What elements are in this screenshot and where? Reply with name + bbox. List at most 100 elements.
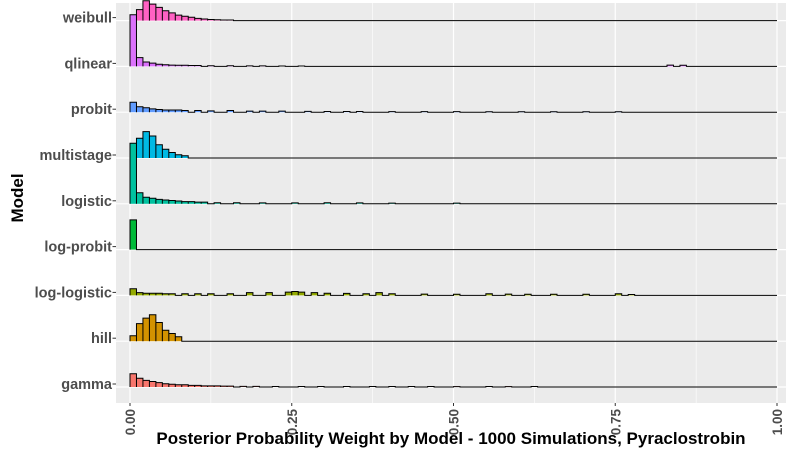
histogram-bar [168,200,176,204]
histogram-bar [149,136,156,158]
histogram-bar [181,110,189,113]
x-axis-title: Posterior Probability Weight by Model - … [156,429,745,448]
y-tick-label: log-probit [44,240,112,256]
histogram-bar [162,199,169,204]
histogram-bar [162,64,169,67]
histogram-bar [201,385,208,387]
histogram-bar [207,19,215,21]
histogram-bar [130,288,137,296]
histogram-bar [388,293,396,296]
histogram-bar [582,294,590,296]
x-tick-label: 0.25 [285,409,300,436]
histogram-bar [155,293,163,296]
histogram-bar [162,293,169,296]
histogram-bar [175,384,182,387]
y-tick-label: gamma [61,377,113,393]
histogram-bar [130,102,137,113]
histogram-bar [149,198,156,204]
ridge-log-logistic [129,288,777,296]
histogram-bar [207,110,215,113]
histogram-bar [227,293,234,296]
histogram-bar [149,63,156,67]
histogram-bar [214,202,221,204]
histogram-bar [136,323,143,342]
ridge-outline [129,219,777,251]
histogram-bar [311,292,318,296]
ridge-outline [129,288,777,296]
histogram-bar [265,292,273,296]
histogram-bar [168,12,176,21]
histogram-bar [142,197,150,204]
y-tick-label: log-logistic [35,285,112,301]
histogram-bar [667,65,674,67]
histogram-bar [168,110,176,113]
histogram-bar [188,17,195,21]
histogram-bar [285,292,292,296]
histogram-bar [155,382,163,387]
x-tick-label: 0.50 [447,409,462,435]
histogram-bar [246,111,253,113]
histogram-bar [194,18,202,21]
ridge-hill [129,314,777,342]
histogram-bar [142,131,150,158]
histogram-bar [181,293,189,296]
histogram-bar [136,292,143,296]
ridge-weibull [129,0,777,22]
histogram-bar [149,108,156,113]
histogram-bar [155,199,163,204]
histogram-bar [181,384,189,387]
ridge-outline [129,14,777,67]
y-tick-label: logistic [61,194,112,210]
histogram-bar [201,18,208,21]
histogram-bar [149,4,156,21]
y-tick-label: multistage [39,148,112,164]
histogram-bar [136,106,143,113]
histogram-series [129,0,777,388]
histogram-bar [149,381,156,387]
histogram-bar [679,65,687,67]
histogram-bar [136,192,143,204]
histogram-bar [615,293,622,296]
histogram-bar [130,219,137,250]
y-tick-label: hill [91,331,112,347]
histogram-bar [291,291,299,296]
histogram-bar [142,318,150,342]
histogram-bar [155,144,163,158]
histogram-bar [155,322,163,342]
histogram-bar [181,65,189,67]
histogram-bar [162,10,169,21]
ridge-qlinear [129,14,777,67]
histogram-bar [142,380,150,387]
histogram-bar [343,293,350,296]
histogram-bar [168,152,176,158]
histogram-bar [194,293,202,296]
histogram-bar [201,202,208,204]
histogram-bar [194,385,202,387]
histogram-bar [142,0,150,21]
histogram-bar [324,293,331,296]
histogram-bar [324,202,331,204]
histogram-bar [259,111,266,113]
histogram-bar [130,14,137,67]
histogram-bar [130,335,137,342]
x-tick-label: 0.00 [123,409,138,435]
histogram-bar [168,333,176,342]
histogram-bar [142,293,150,296]
histogram-bar [142,107,150,113]
histogram-bar [130,373,137,387]
ridge-outline [129,314,777,342]
histogram-bar [175,154,182,158]
histogram-bar [162,149,169,158]
histogram-bar [181,201,189,204]
ridge-outline [129,373,777,388]
histogram-bar [550,294,558,296]
histogram-bar [362,293,370,296]
y-tick-label: qlinear [64,56,112,72]
histogram-bar [136,378,143,387]
histogram-bar [155,64,163,67]
histogram-bar [524,294,532,296]
histogram-bar [214,385,221,387]
histogram-bar [162,110,169,113]
ridge-outline [129,0,777,22]
histogram-bar [453,294,460,296]
